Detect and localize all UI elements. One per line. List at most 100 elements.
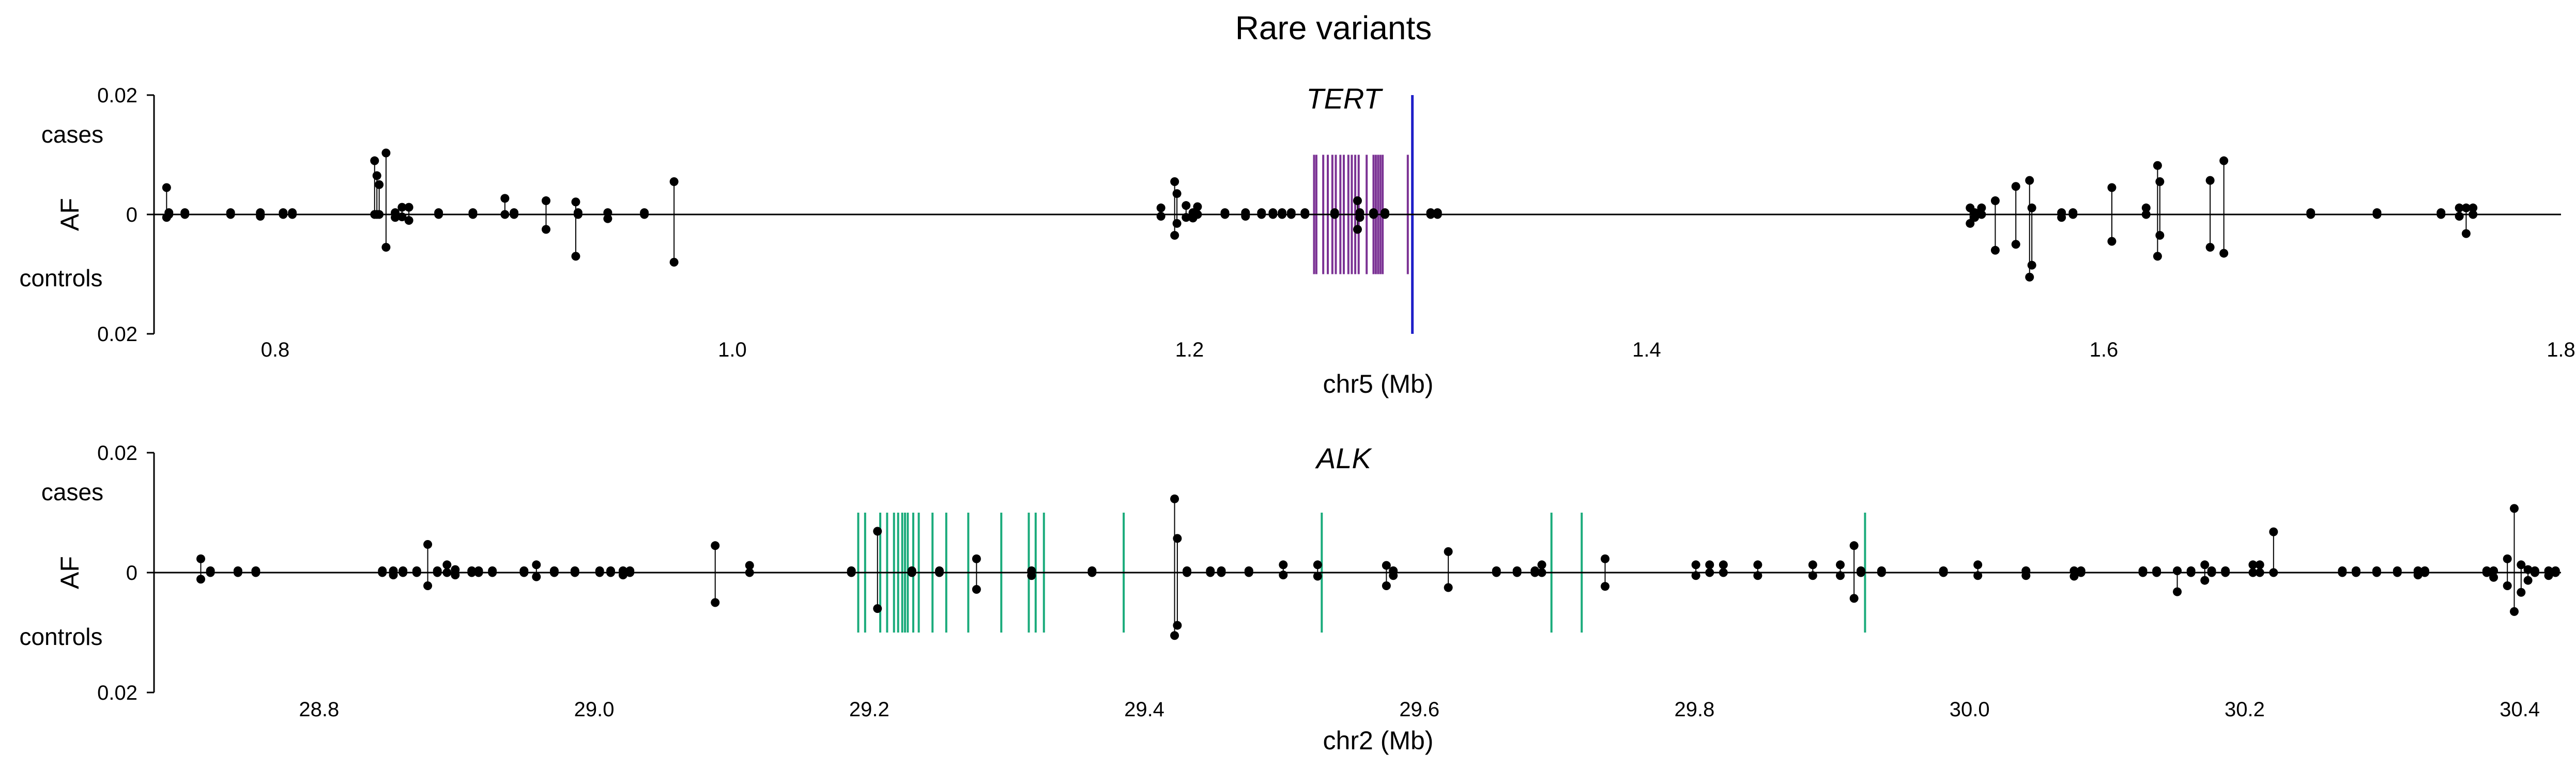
variant-case-point [1173, 534, 1182, 543]
variant-case-point [2173, 566, 2182, 576]
x-tick-label: 1.8 [2547, 338, 2575, 361]
variant-control-point [1241, 211, 1250, 221]
variant-control-point [1808, 571, 1817, 580]
variant-control-point [2517, 588, 2526, 597]
variant-control-point [1170, 631, 1179, 640]
variant-control-point [412, 568, 421, 577]
variant-control-point [2153, 252, 2162, 261]
x-axis-label: chr2 (Mb) [1323, 726, 1434, 755]
variant-case-point [2269, 527, 2278, 536]
variant-control-point [1257, 210, 1266, 219]
variant-control-point [2351, 568, 2360, 577]
panel-tert: 0.02 0 0.02 cases controls AF 0.8 1.0 1.2 1.4 1.6 1… [19, 82, 2575, 398]
variant-control-point [847, 568, 856, 577]
variant-case-point [873, 527, 882, 536]
variant-control-point [2503, 581, 2512, 591]
y-tick-label: 0.02 [97, 84, 137, 107]
variant-case-point [423, 540, 433, 549]
variant-case-point [397, 203, 407, 212]
variant-control-point [1027, 571, 1036, 580]
variant-case-point [1170, 494, 1179, 503]
variant-case-point [2027, 203, 2036, 212]
variant-case-point [2107, 183, 2117, 192]
variant-control-point [1389, 571, 1398, 580]
variant-control-point [433, 568, 442, 577]
y-tick-label: 0 [126, 204, 137, 226]
variant-control-point [2155, 230, 2165, 240]
variant-control-point [196, 575, 205, 584]
variant-case-point [1353, 196, 1362, 205]
variant-control-point [873, 604, 882, 613]
variant-control-point [640, 210, 649, 219]
variant-control-point [519, 568, 529, 577]
variant-case-point [370, 156, 379, 165]
variant-case-point [1705, 560, 1714, 569]
variant-control-point [397, 212, 407, 222]
variant-control-point [2393, 568, 2402, 577]
variant-case-point [442, 560, 452, 569]
variant-control-point [1156, 211, 1166, 221]
cases-label: cases [41, 121, 103, 148]
variant-control-point [1087, 568, 1097, 577]
variant-case-point [1753, 560, 1762, 569]
variant-control-point [1433, 210, 1442, 219]
variant-control-point [398, 568, 408, 577]
variant-control-point [618, 571, 627, 580]
variant-control-point [935, 568, 944, 577]
x-tick-label: 29.4 [1124, 698, 1164, 721]
variant-control-point [2489, 573, 2498, 582]
variant-case-point [2219, 156, 2229, 165]
variant-control-point [1530, 568, 1540, 577]
variant-control-point [549, 568, 559, 577]
variant-control-point [434, 210, 443, 219]
variant-control-point [391, 213, 400, 222]
variant-control-point [226, 210, 235, 219]
variant-control-point [2011, 240, 2020, 249]
y-axis-label: AF [55, 198, 84, 231]
variant-control-point [573, 210, 582, 219]
variant-control-point [488, 568, 497, 577]
variant-control-point [1836, 571, 1845, 580]
variant-control-point [1719, 568, 1728, 577]
variant-control-point [1856, 568, 1865, 577]
variant-control-point [500, 210, 510, 219]
variant-control-point [2468, 210, 2478, 219]
variant-control-point [2544, 571, 2553, 580]
variant-control-point [2057, 213, 2066, 222]
variant-control-point [1217, 568, 1226, 577]
variant-control-point [2510, 607, 2519, 616]
variant-control-point [1173, 621, 1182, 630]
variant-case-point [2248, 560, 2258, 569]
variant-case-point [500, 194, 510, 203]
y-tick-label: 0.02 [97, 442, 137, 465]
variant-control-point [1382, 581, 1391, 591]
variant-control-point [423, 581, 433, 591]
variant-case-point [2025, 176, 2034, 185]
variant-control-point [1601, 582, 1610, 591]
variant-case-point [669, 177, 679, 186]
x-tick-label: 30.0 [1950, 698, 1990, 721]
variant-case-point [372, 171, 381, 180]
variant-control-point [2027, 260, 2036, 270]
variant-control-point [279, 210, 288, 219]
variant-control-point [233, 568, 242, 577]
variant-case-point [1172, 189, 1182, 198]
variant-control-point [2141, 210, 2151, 219]
variant-control-point [1330, 210, 1339, 219]
variant-control-point [2107, 237, 2117, 246]
variant-control-point [1705, 568, 1714, 577]
variant-control-point [2530, 568, 2539, 577]
variant-control-point [2207, 568, 2216, 577]
variant-control-point [1279, 571, 1288, 580]
variant-control-point [2173, 587, 2182, 596]
x-tick-label: 1.2 [1175, 338, 1204, 361]
variant-control-point [1939, 568, 1948, 577]
variant-case-point [1537, 560, 1546, 569]
variant-control-point [1990, 245, 2000, 255]
variant-control-point [1170, 230, 1179, 240]
variant-case-point [1313, 560, 1322, 569]
variant-case-point [381, 148, 391, 158]
variant-case-point [1808, 560, 1817, 569]
variant-control-point [467, 568, 477, 577]
variant-control-point [907, 568, 916, 577]
